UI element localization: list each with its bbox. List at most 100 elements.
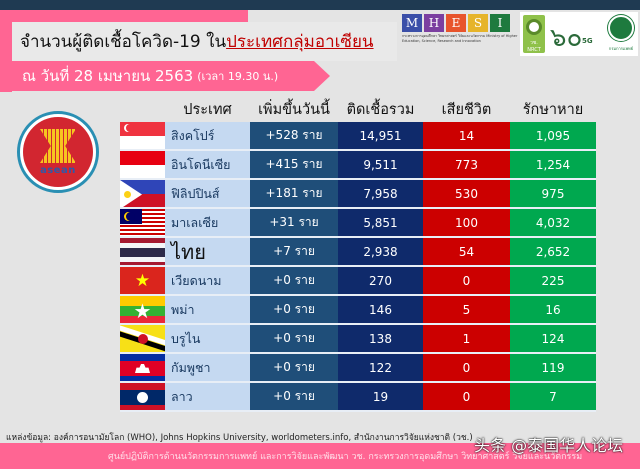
total-cases: 14,951 <box>338 122 423 149</box>
nrct-label: วช. NRCT <box>527 40 541 53</box>
recovered: 16 <box>510 296 596 323</box>
department-medical-services-logo-icon <box>608 15 634 41</box>
country-name: กัมพูชา <box>165 354 250 381</box>
table-row: สิงคโปร์ +528 ราย 14,951 14 1,095 <box>120 122 596 151</box>
nrct-logo-icon: วช. NRCT <box>523 15 545 53</box>
cambodia-flag-icon <box>120 354 165 381</box>
data-source-text: แหล่งข้อมูล: องค์การอนามัยโลก (WHO), Joh… <box>6 433 473 443</box>
deaths: 773 <box>423 151 510 178</box>
country-name: เวียดนาม <box>165 267 250 294</box>
recovered: 1,254 <box>510 151 596 178</box>
singapore-flag-icon <box>120 122 165 149</box>
country-name: สิงคโปร์ <box>165 122 250 149</box>
total-cases: 7,958 <box>338 180 423 207</box>
column-header-increase: เพิ่มขึ้นวันนี้ <box>258 101 330 118</box>
rice-stalks-icon <box>40 129 76 163</box>
country-name: ไทย <box>165 238 250 265</box>
recovered: 975 <box>510 180 596 207</box>
table-row: ฟิลิปปินส์ +181 ราย 7,958 530 975 <box>120 180 596 209</box>
column-header-recovered: รักษาหาย <box>522 101 584 118</box>
country-name: พม่า <box>165 296 250 323</box>
daily-increase: +528 ราย <box>250 122 338 149</box>
total-cases: 5,851 <box>338 209 423 236</box>
country-name: มาเลเซีย <box>165 209 250 236</box>
date-text: ณ วันที่ 28 เมษายน 2563 <box>22 67 194 85</box>
deaths: 530 <box>423 180 510 207</box>
recovered: 7 <box>510 383 596 410</box>
footer-credit: ศูนย์ปฏิบัติการด้านนวัตกรรมการแพทย์ และก… <box>108 452 583 462</box>
table-row: กัมพูชา +0 ราย 122 0 119 <box>120 354 596 383</box>
table-row: ไทย +7 ราย 2,938 54 2,652 <box>120 238 596 267</box>
asean-emblem-icon: asean <box>17 111 99 193</box>
daily-increase: +0 ราย <box>250 267 338 294</box>
table-row: อินโดนีเซีย +415 ราย 9,511 773 1,254 <box>120 151 596 180</box>
recovered: 119 <box>510 354 596 381</box>
mhesi-letter: M <box>402 14 422 32</box>
recovered: 4,032 <box>510 209 596 236</box>
recovered: 2,652 <box>510 238 596 265</box>
column-header-total: ติดเชื้อรวม <box>346 101 415 118</box>
partner-logo-box: วช. NRCT ๖๐ 5G กรมการแพทย์ <box>520 12 638 56</box>
table-row: มาเลเซีย +31 ราย 5,851 100 4,032 <box>120 209 596 238</box>
total-cases: 138 <box>338 325 423 352</box>
mhesi-letter: E <box>446 14 466 32</box>
country-name: ลาว <box>165 383 250 410</box>
mhesi-letter: I <box>490 14 510 32</box>
daily-increase: +0 ราย <box>250 325 338 352</box>
partner-logos: M H E S I กระทรวงการอุดมศึกษา วิทยาศาสตร… <box>402 12 638 56</box>
table-header: ประเทศ เพิ่มขึ้นวันนี้ ติดเชื้อรวม เสียช… <box>165 96 596 122</box>
moph-label: กรมการแพทย์ <box>608 46 634 51</box>
laos-flag-icon <box>120 383 165 410</box>
deaths: 0 <box>423 354 510 381</box>
title-box: จำนวนผู้ติดเชื้อโควิด-19 ในประเทศกลุ่มอา… <box>12 22 397 61</box>
country-name: บรูไน <box>165 325 250 352</box>
total-cases: 122 <box>338 354 423 381</box>
page-title: จำนวนผู้ติดเชื้อโควิด-19 ในประเทศกลุ่มอา… <box>20 28 374 55</box>
daily-increase: +0 ราย <box>250 354 338 381</box>
date-banner: ณ วันที่ 28 เมษายน 2563 (เวลา 19.30 น.) <box>12 61 330 91</box>
table-row: บรูไน +0 ราย 138 1 124 <box>120 325 596 354</box>
deaths: 0 <box>423 267 510 294</box>
daily-increase: +415 ราย <box>250 151 338 178</box>
mhesi-letter: H <box>424 14 444 32</box>
top-bar <box>0 0 640 10</box>
brunei-flag-icon <box>120 325 165 352</box>
deaths: 100 <box>423 209 510 236</box>
title-prefix: จำนวนผู้ติดเชื้อโควิด-19 ใน <box>20 32 227 52</box>
vietnam-flag-icon: ★ <box>120 267 165 294</box>
country-name: ฟิลิปปินส์ <box>165 180 250 207</box>
sixty-anniversary-logo-icon: ๖๐ <box>550 23 583 53</box>
daily-increase: +181 ราย <box>250 180 338 207</box>
pink-left-accent <box>0 24 12 92</box>
daily-increase: +7 ราย <box>250 238 338 265</box>
pink-accent-strip <box>0 10 248 24</box>
sixty-5g-label: 5G <box>582 37 593 45</box>
mhesi-subtitle: กระทรวงการอุดมศึกษา วิทยาศาสตร์ วิจัยและ… <box>402 34 518 43</box>
title-highlight: ประเทศกลุ่มอาเซียน <box>226 32 374 52</box>
mhesi-letter: S <box>468 14 488 32</box>
daily-increase: +0 ราย <box>250 383 338 410</box>
footer-banner: ศูนย์ปฏิบัติการด้านนวัตกรรมการแพทย์ และก… <box>0 443 640 469</box>
table-row: ★ พม่า +0 ราย 146 5 16 <box>120 296 596 325</box>
watermark: 头条 @泰国华人论坛 <box>474 436 624 455</box>
total-cases: 270 <box>338 267 423 294</box>
daily-increase: +31 ราย <box>250 209 338 236</box>
mhesi-logo: M H E S I <box>402 14 510 32</box>
deaths: 1 <box>423 325 510 352</box>
recovered: 1,095 <box>510 122 596 149</box>
thailand-flag-icon <box>120 238 165 265</box>
time-text: (เวลา 19.30 น.) <box>197 70 279 83</box>
myanmar-flag-icon: ★ <box>120 296 165 323</box>
daily-increase: +0 ราย <box>250 296 338 323</box>
philippines-flag-icon <box>120 180 165 207</box>
table-row: ★ เวียดนาม +0 ราย 270 0 225 <box>120 267 596 296</box>
country-name: อินโดนีเซีย <box>165 151 250 178</box>
total-cases: 19 <box>338 383 423 410</box>
total-cases: 9,511 <box>338 151 423 178</box>
deaths: 54 <box>423 238 510 265</box>
total-cases: 146 <box>338 296 423 323</box>
deaths: 5 <box>423 296 510 323</box>
recovered: 124 <box>510 325 596 352</box>
deaths: 14 <box>423 122 510 149</box>
deaths: 0 <box>423 383 510 410</box>
